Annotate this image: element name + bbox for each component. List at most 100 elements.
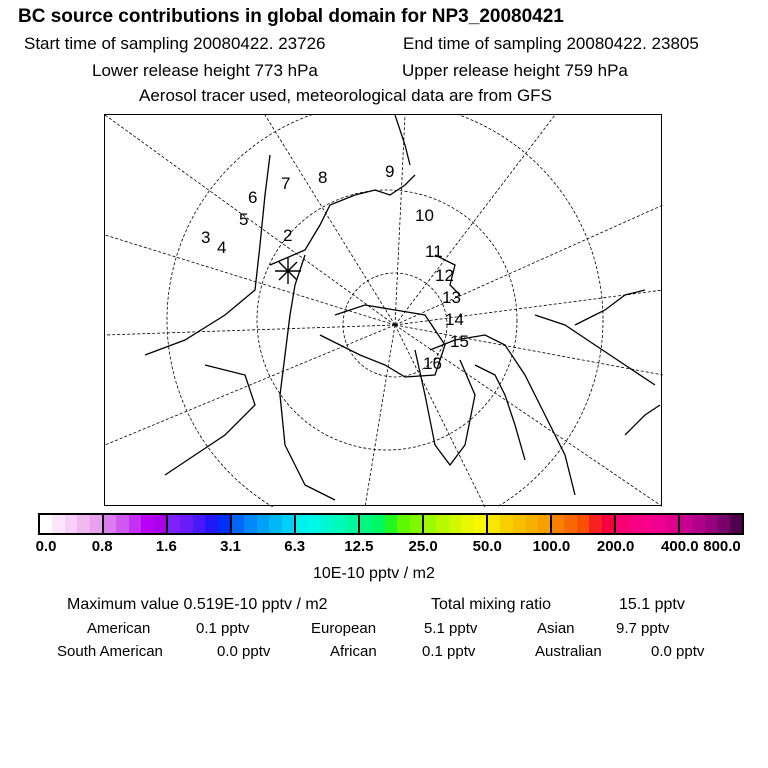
trajectory-label: 15 — [450, 332, 469, 351]
total-mixing-ratio-label: Total mixing ratio — [431, 596, 552, 613]
colorbar-swatch — [512, 515, 526, 533]
colorbar-swatch — [372, 515, 385, 533]
colorbar-segment — [232, 515, 296, 533]
trajectory-label: 8 — [318, 168, 328, 187]
total-mixing-ratio-value: 15.1 pptv — [619, 596, 685, 613]
trajectory-label: 7 — [281, 174, 291, 193]
trajectory-label: 14 — [445, 310, 464, 329]
colorbar-swatch — [141, 515, 154, 533]
colorbar-tick-label: 25.0 — [408, 538, 438, 555]
upper-release-height: Upper release height 759 hPa — [402, 61, 628, 80]
trajectory-label: 9 — [385, 162, 395, 181]
colorbar-tick-label: 400.0 — [661, 538, 699, 555]
colorbar-swatch — [589, 515, 602, 533]
colorbar-swatch — [192, 515, 206, 533]
colorbar-swatch — [680, 515, 693, 533]
trajectory-label: 13 — [442, 288, 461, 307]
colorbar-swatch — [320, 515, 334, 533]
colorbar-swatch — [704, 515, 718, 533]
colorbar-segment — [680, 515, 743, 533]
colorbar-swatch — [232, 515, 245, 533]
region-name: South American — [57, 643, 163, 660]
coastlines — [144, 114, 661, 501]
colorbar-swatch — [537, 515, 551, 533]
maximum-value: Maximum value 0.519E-10 pptv / m2 — [67, 596, 328, 613]
colorbar-swatch — [333, 515, 346, 533]
colorbar-swatch — [244, 515, 257, 533]
colorbar-swatch — [409, 515, 423, 533]
map-canvas — [104, 101, 664, 539]
plot-title: BC source contributions in global domain… — [18, 6, 564, 27]
region-value: 0.0 pptv — [217, 643, 271, 660]
colorbar — [38, 513, 744, 535]
colorbar-swatch — [461, 515, 474, 533]
colorbar-swatch — [473, 515, 487, 533]
region-name: African — [330, 643, 377, 660]
colorbar-swatch — [180, 515, 193, 533]
colorbar-swatch — [345, 515, 359, 533]
colorbar-swatch — [205, 515, 218, 533]
trajectory-label: 12 — [435, 266, 454, 285]
colorbar-swatch — [360, 515, 373, 533]
colorbar-swatch — [665, 515, 679, 533]
colorbar-tick-label: 0.8 — [91, 538, 113, 555]
colorbar-tick-label: 12.5 — [344, 538, 374, 555]
colorbar-swatch — [628, 515, 641, 533]
colorbar-tick-label: 100.0 — [532, 538, 571, 555]
region-value: 0.1 pptv — [196, 620, 250, 637]
colorbar-tick-label: 1.6 — [155, 538, 177, 555]
colorbar-swatch — [640, 515, 654, 533]
colorbar-swatch — [308, 515, 321, 533]
colorbar-swatch — [128, 515, 142, 533]
trajectory-label: 11 — [425, 242, 443, 261]
colorbar-segment — [488, 515, 552, 533]
colorbar-swatch — [116, 515, 129, 533]
colorbar-tick-label: 3.1 — [220, 538, 241, 555]
graticule — [104, 101, 664, 539]
colorbar-swatch — [256, 515, 270, 533]
region-name: Australian — [535, 643, 602, 660]
lower-release-height: Lower release height 773 hPa — [92, 61, 318, 80]
colorbar-swatch — [653, 515, 666, 533]
colorbar-swatch — [424, 515, 437, 533]
colorbar-swatch — [104, 515, 117, 533]
colorbar-swatch — [500, 515, 513, 533]
trajectory-label: 4 — [217, 238, 227, 257]
colorbar-swatch — [281, 515, 295, 533]
region-value: 0.0 pptv — [651, 643, 705, 660]
colorbar-swatch — [168, 515, 181, 533]
colorbar-segment — [424, 515, 488, 533]
trajectory-label: 6 — [248, 188, 258, 207]
trajectory-label: 5 — [239, 210, 249, 229]
colorbar-swatch — [616, 515, 629, 533]
colorbar-segment — [168, 515, 232, 533]
colorbar-swatch — [436, 515, 449, 533]
colorbar-swatch — [40, 515, 53, 533]
colorbar-tick-label: 6.3 — [284, 538, 306, 555]
end-time: End time of sampling 20080422. 23805 — [403, 34, 699, 53]
colorbar-swatch — [601, 515, 615, 533]
colorbar-swatch — [397, 515, 410, 533]
star-release-marker — [275, 258, 301, 284]
colorbar-segment — [616, 515, 680, 533]
colorbar-tick-label: 200.0 — [596, 538, 635, 555]
region-value: 9.7 pptv — [616, 620, 670, 637]
region-name: European — [311, 620, 377, 637]
start-time: Start time of sampling 20080422. 23726 — [24, 34, 326, 53]
colorbar-swatch — [692, 515, 705, 533]
colorbar-unit: 10E-10 pptv / m2 — [313, 565, 435, 582]
region-name: American — [87, 620, 151, 637]
colorbar-swatch — [384, 515, 398, 533]
colorbar-swatch — [448, 515, 462, 533]
colorbar-swatch — [52, 515, 65, 533]
colorbar-swatch — [717, 515, 730, 533]
trajectory-label: 3 — [201, 228, 211, 247]
colorbar-swatch — [77, 515, 90, 533]
trajectory-label: 16 — [423, 354, 442, 373]
colorbar-segment — [552, 515, 616, 533]
colorbar-swatch — [576, 515, 590, 533]
trajectory-label: 2 — [283, 226, 293, 245]
info-line: Aerosol tracer used, meteorological data… — [139, 86, 552, 105]
colorbar-swatch — [488, 515, 501, 533]
colorbar-tick-label: 0.0 — [35, 538, 57, 555]
